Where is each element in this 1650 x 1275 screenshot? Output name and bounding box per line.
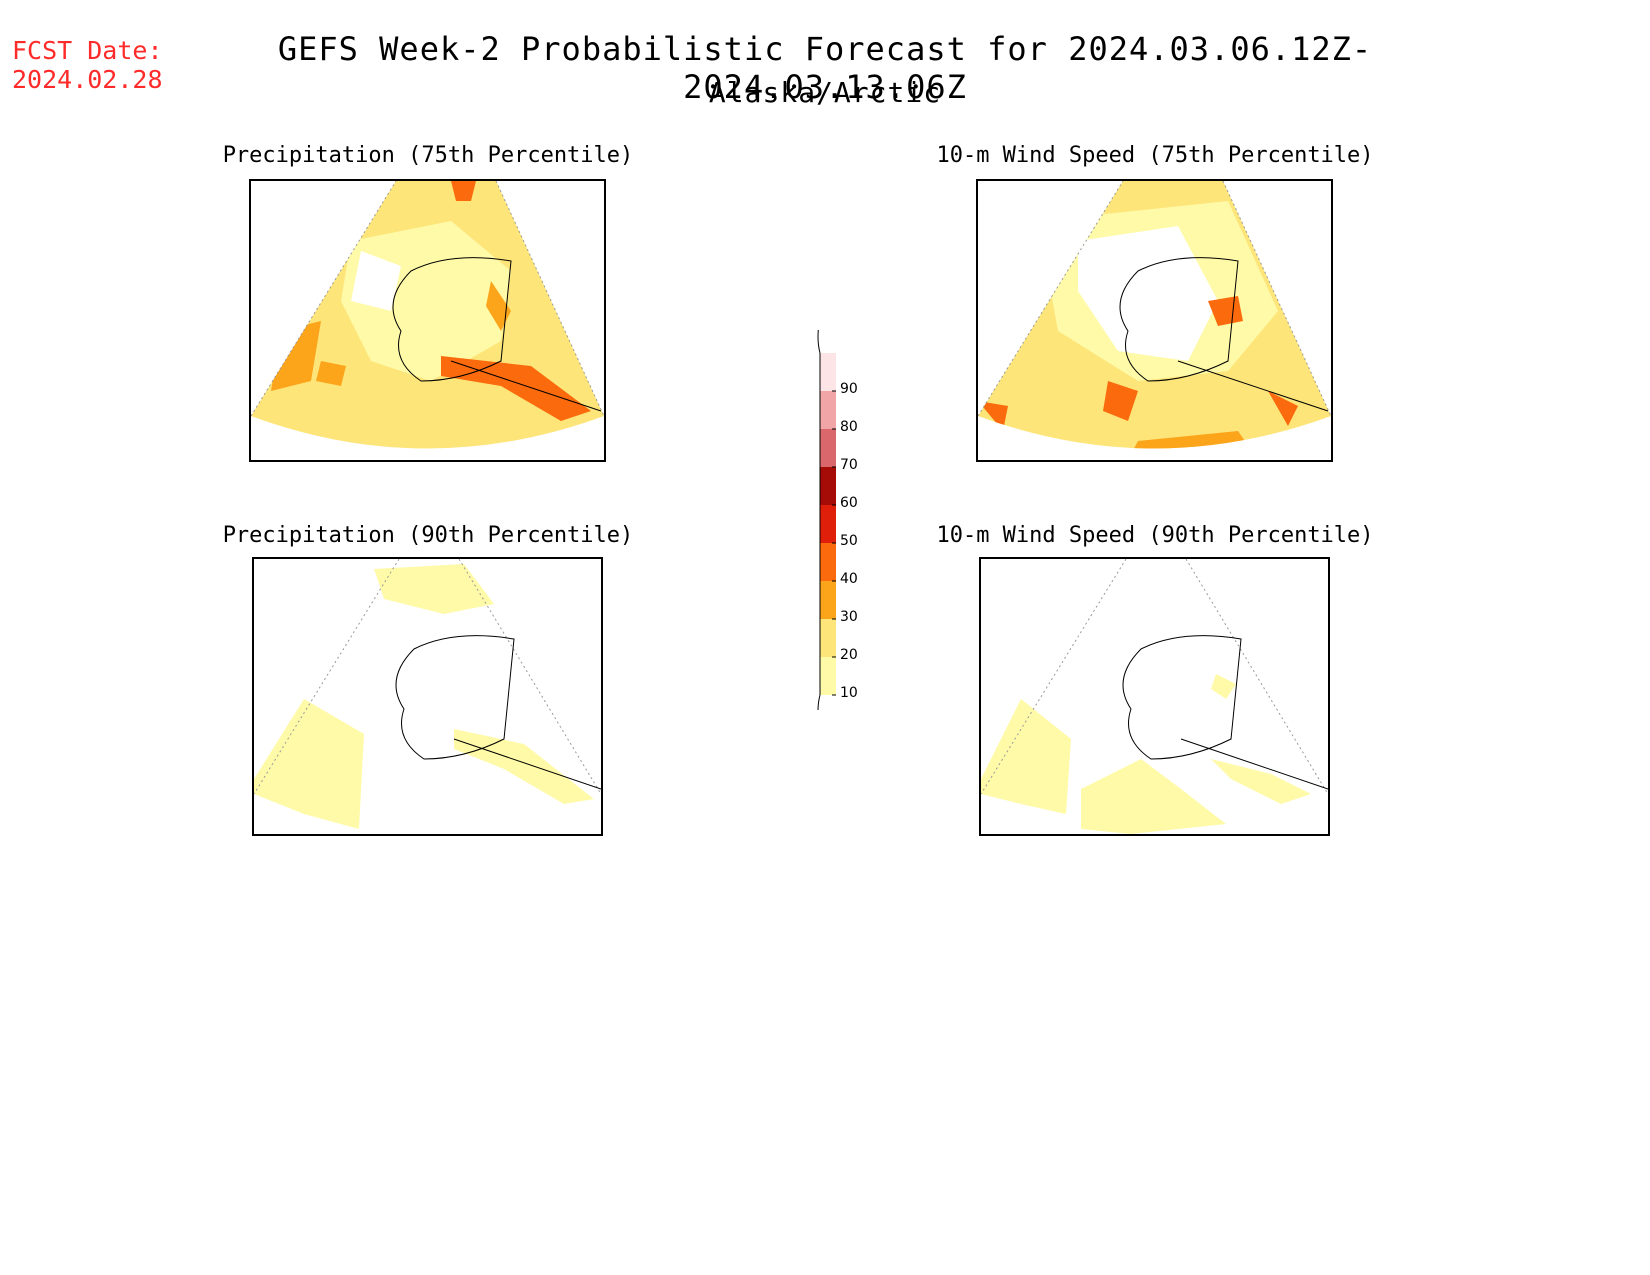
map-panel-wind-75 <box>976 179 1333 462</box>
main-title: GEFS Week-2 Probabilistic Forecast for 2… <box>277 30 1373 106</box>
map-panel-precip-90 <box>252 557 603 836</box>
colorbar-label-10: 10 <box>840 685 858 701</box>
colorbar-label-90: 90 <box>840 381 858 397</box>
colorbar-label-60: 60 <box>840 495 858 511</box>
forecast-date-block: FCST Date: 2024.02.28 <box>12 36 163 94</box>
colorbar: 10 20 30 40 50 60 70 80 90 <box>800 317 880 731</box>
colorbar-swatch-20 <box>820 619 836 657</box>
region-subtitle: Alaska/Arctic <box>708 76 942 109</box>
colorbar-label-70: 70 <box>840 457 858 473</box>
colorbar-swatch-10 <box>820 657 836 695</box>
colorbar-label-40: 40 <box>840 571 858 587</box>
colorbar-label-30: 30 <box>840 609 858 625</box>
panel-title-wind-75: 10-m Wind Speed (75th Percentile) <box>936 143 1374 168</box>
panel-title-precip-75: Precipitation (75th Percentile) <box>222 143 634 168</box>
colorbar-label-80: 80 <box>840 419 858 435</box>
colorbar-label-20: 20 <box>840 647 858 663</box>
colorbar-swatch-90 <box>820 353 836 391</box>
colorbar-swatch-30 <box>820 581 836 619</box>
panel-title-wind-90: 10-m Wind Speed (90th Percentile) <box>936 523 1374 548</box>
forecast-date-value: 2024.02.28 <box>12 65 163 94</box>
colorbar-swatch-70 <box>820 429 836 467</box>
map-panel-wind-90 <box>979 557 1330 836</box>
colorbar-label-50: 50 <box>840 533 858 549</box>
forecast-date-label: FCST Date: <box>12 36 163 65</box>
colorbar-swatch-80 <box>820 391 836 429</box>
colorbar-swatch-40 <box>820 543 836 581</box>
map-panel-precip-75 <box>249 179 606 462</box>
colorbar-swatch-50 <box>820 505 836 543</box>
colorbar-swatch-60 <box>820 467 836 505</box>
panel-title-precip-90: Precipitation (90th Percentile) <box>222 523 634 548</box>
